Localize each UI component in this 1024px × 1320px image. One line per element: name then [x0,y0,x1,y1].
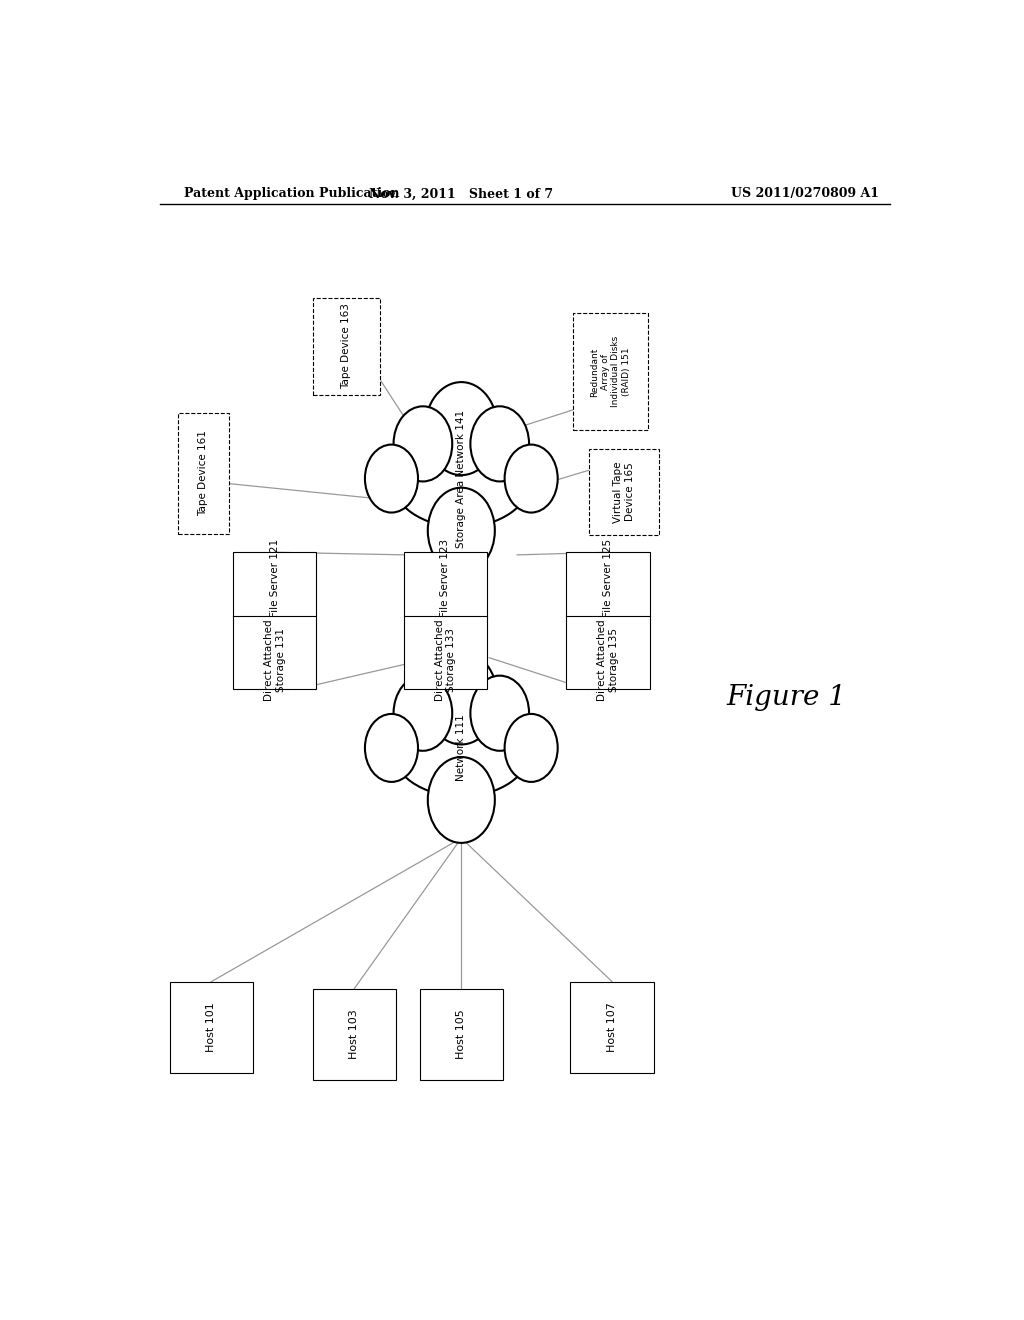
Text: Host 105: Host 105 [457,1010,466,1060]
Text: Direct Attached
Storage 131: Direct Attached Storage 131 [264,619,286,701]
Text: Figure 1: Figure 1 [727,684,847,710]
Text: Virtual Tape
Device 165: Virtual Tape Device 165 [613,461,635,523]
Bar [312,298,380,395]
Circle shape [425,381,498,475]
Circle shape [365,445,418,512]
Text: Nov. 3, 2011   Sheet 1 of 7: Nov. 3, 2011 Sheet 1 of 7 [370,187,553,201]
Text: Host 103: Host 103 [349,1010,359,1060]
Circle shape [365,714,418,781]
Text: Tape Device 161: Tape Device 161 [199,430,209,516]
Text: US 2011/0270809 A1: US 2011/0270809 A1 [731,187,880,201]
Circle shape [505,445,558,512]
Text: Host 107: Host 107 [607,1002,617,1052]
Text: Direct Attached
Storage 133: Direct Attached Storage 133 [434,619,457,701]
Ellipse shape [391,700,531,796]
Bar [233,552,316,689]
Bar [403,552,487,689]
Text: File Server 125: File Server 125 [603,540,613,618]
Circle shape [428,756,495,843]
Circle shape [425,652,498,744]
Bar [572,313,648,430]
Text: Patent Application Publication: Patent Application Publication [183,187,399,201]
Text: Tape Device 163: Tape Device 163 [341,304,351,389]
Ellipse shape [391,430,531,527]
Circle shape [505,714,558,781]
Bar [312,989,396,1080]
Text: Network 111: Network 111 [457,714,466,781]
Circle shape [393,676,453,751]
Bar [170,982,253,1073]
Bar [589,449,658,535]
Bar [177,413,229,535]
Text: File Server 121: File Server 121 [269,540,280,618]
Text: File Server 123: File Server 123 [440,540,451,618]
Bar [420,989,503,1080]
Text: Direct Attached
Storage 135: Direct Attached Storage 135 [597,619,618,701]
Bar [570,982,653,1073]
Circle shape [393,407,453,482]
Circle shape [470,676,529,751]
Text: Redundant
Array of
Individual Disks
(RAID) 151: Redundant Array of Individual Disks (RAI… [591,337,631,408]
Circle shape [428,487,495,573]
Text: Storage Area Network 141: Storage Area Network 141 [457,409,466,548]
Text: Host 101: Host 101 [206,1003,216,1052]
Circle shape [470,407,529,482]
Bar [566,552,650,689]
